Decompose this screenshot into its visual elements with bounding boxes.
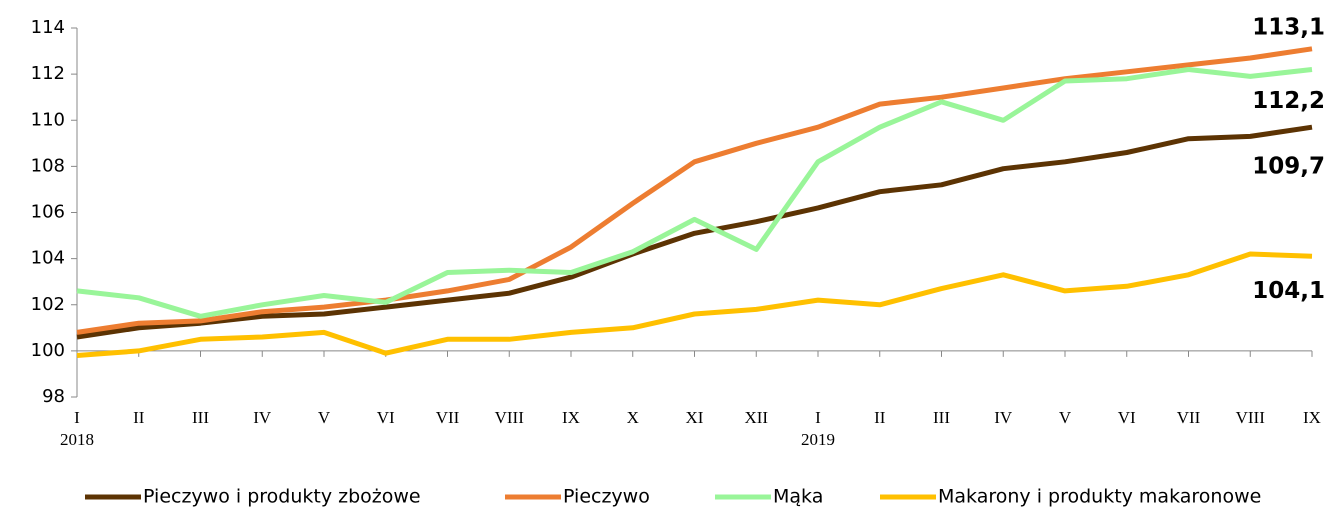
x-tick-label: IX [562,408,580,427]
y-tick-label: 100 [31,340,65,361]
y-tick-label: 114 [31,17,65,38]
x-tick-label: VIII [495,408,525,427]
y-tick-label: 102 [31,294,65,315]
y-tick-label: 110 [31,109,65,130]
end-label: 113,1 [1252,14,1325,40]
x-tick-label: III [933,408,950,427]
end-label: 109,7 [1252,154,1325,180]
line-series [76,124,1313,340]
legend-label: Pieczywo [563,486,650,508]
x-tick-label: IV [994,408,1013,427]
x-tick-label: IV [253,408,272,427]
legend-label: Makarony i produkty makaronowe [938,486,1261,508]
x-tick-label: XII [744,408,768,427]
x-tick-label: V [1059,408,1072,427]
x-tick-label: VI [1118,408,1136,427]
x-tick-label: I [74,408,80,427]
x-tick-label: X [627,408,639,427]
y-tick-label: 98 [42,386,65,407]
x-tick-label: I [815,408,821,427]
x-tick-label: II [874,408,886,427]
x-tick-label: IX [1303,408,1321,427]
y-tick-label: 106 [31,202,65,223]
x-tick-label: V [318,408,331,427]
x-tick-label: II [133,408,145,427]
legend-label: Mąka [773,486,823,508]
legend-label: Pieczywo i produkty zbożowe [143,486,421,508]
x-tick-label: VIII [1236,408,1266,427]
x-tick-label: VII [436,408,460,427]
x-year-label: 2019 [801,430,835,449]
end-label: 112,2 [1252,88,1325,114]
line-series [76,67,1313,319]
x-tick-label: XI [686,408,704,427]
x-tick-label: VII [1177,408,1201,427]
x-tick-label: VI [377,408,395,427]
end-label: 104,1 [1252,278,1325,304]
line-series [76,46,1313,335]
x-year-label: 2018 [60,430,94,449]
x-tick-label: III [192,408,209,427]
y-tick-label: 104 [31,248,65,269]
y-tick-label: 112 [31,63,65,84]
line-series [76,251,1313,358]
y-tick-label: 108 [31,155,65,176]
